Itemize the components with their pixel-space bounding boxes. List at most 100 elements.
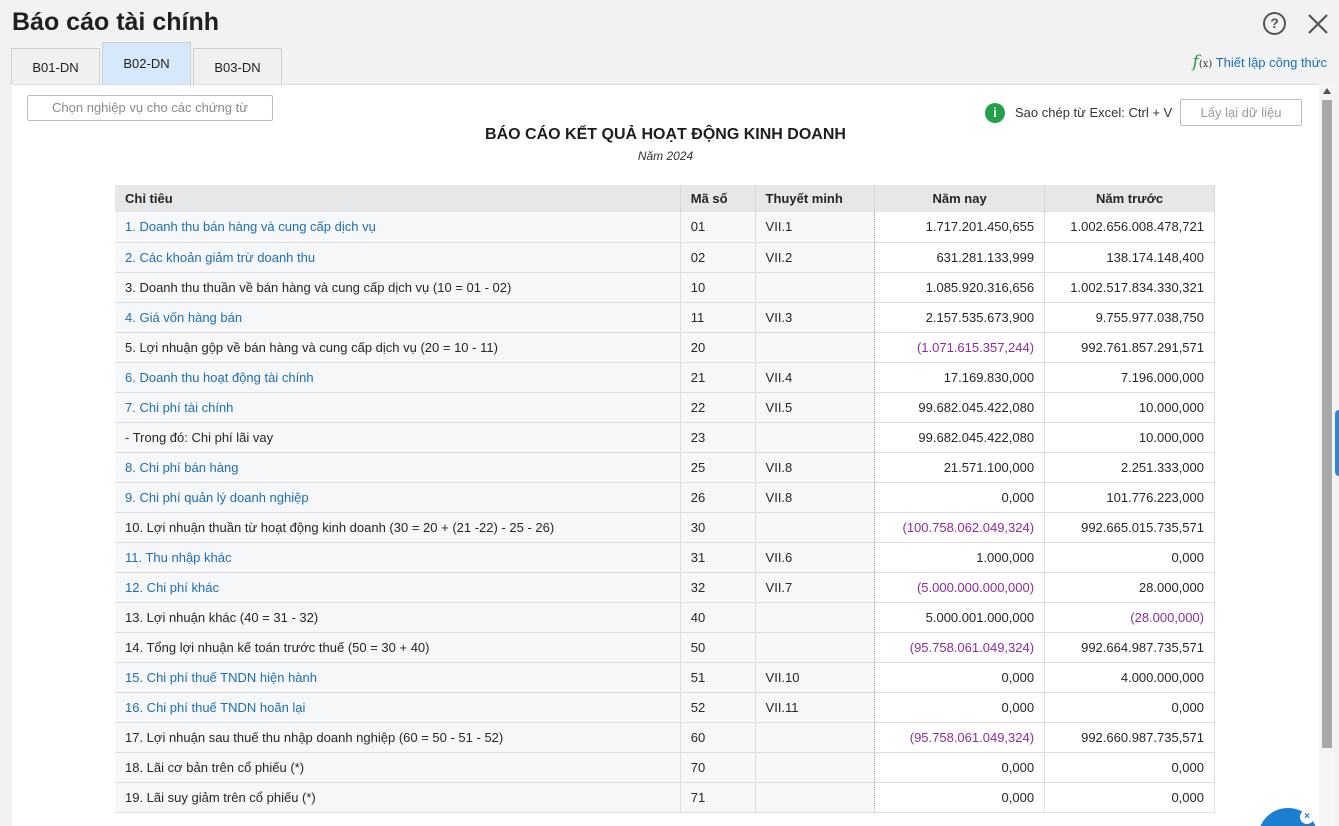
row-code: 52 <box>680 692 756 723</box>
row-previous-year: 9.755.977.038,750 <box>1044 302 1215 333</box>
report-title: BÁO CÁO KẾT QUẢ HOẠT ĐỘNG KINH DOANH <box>485 126 846 143</box>
row-previous-year: 0,000 <box>1044 692 1215 723</box>
table-row: 6. Doanh thu hoạt động tài chính 21 VII.4 1… <box>115 362 1215 393</box>
row-indicator-label[interactable]: 1. Doanh thu bán hàng và cung cấp dịch v… <box>115 212 681 243</box>
table-row: 7. Chi phí tài chính 22 VII.5 99.682.045.42… <box>115 392 1215 423</box>
chat-close-icon[interactable]: × <box>1300 810 1314 824</box>
row-current-year: 2.157.535.673,900 <box>874 302 1046 333</box>
table-row: 3. Doanh thu thuần về bán hàng và cung c… <box>115 272 1215 303</box>
close-icon[interactable] <box>1306 12 1330 36</box>
row-current-year: 0,000 <box>874 782 1046 813</box>
window-title: Báo cáo tài chính <box>12 8 219 36</box>
tab-b02-dn[interactable]: B02-DN <box>102 42 191 84</box>
formula-settings-link[interactable]: f(x) Thiết lập công thức <box>1193 52 1327 72</box>
row-indicator-label[interactable]: 11. Thu nhập khác <box>115 542 681 573</box>
formula-settings-label: Thiết lập công thức <box>1215 55 1327 70</box>
tab-b01-dn[interactable]: B01-DN <box>11 48 100 84</box>
row-code: 22 <box>680 392 756 423</box>
row-indicator-label[interactable]: 8. Chi phí bán hàng <box>115 452 681 483</box>
table-row: 9. Chi phí quản lý doanh nghiệp 26 VII.8 0,… <box>115 482 1215 513</box>
row-indicator-label[interactable]: 4. Giá vốn hàng bán <box>115 302 681 333</box>
table-row: 8. Chi phí bán hàng 25 VII.8 21.571.100,000… <box>115 452 1215 483</box>
reload-data-button[interactable]: Lấy lại dữ liệu <box>1180 99 1302 126</box>
row-note: VII.2 <box>755 242 876 273</box>
row-note: VII.8 <box>755 482 876 513</box>
row-note: VII.10 <box>755 662 876 693</box>
row-current-year: 631.281.133,999 <box>874 242 1046 273</box>
row-note: VII.8 <box>755 452 876 483</box>
row-indicator-label[interactable]: 2. Các khoản giảm trừ doanh thu <box>115 242 681 273</box>
row-previous-year: 1.002.517.834.330,321 <box>1044 272 1215 303</box>
row-code: 10 <box>680 272 756 303</box>
row-indicator-label: 10. Lợi nhuận thuần từ hoạt động kinh do… <box>115 512 681 543</box>
function-icon: f(x) <box>1192 52 1213 72</box>
row-note <box>755 782 876 813</box>
row-previous-year: (28.000,000) <box>1044 602 1215 633</box>
row-code: 40 <box>680 602 756 633</box>
table-header-row: Chỉ tiêu Mã số Thuyết minh Năm nay Năm t… <box>115 185 1215 212</box>
row-code: 31 <box>680 542 756 573</box>
table-row: 15. Chi phí thuế TNDN hiện hành 51 VII.10 0… <box>115 662 1215 693</box>
row-previous-year: 992.761.857.291,571 <box>1044 332 1215 363</box>
row-note: VII.5 <box>755 392 876 423</box>
row-note <box>755 632 876 663</box>
row-indicator-label[interactable]: 9. Chi phí quản lý doanh nghiệp <box>115 482 681 513</box>
help-icon[interactable]: ? <box>1263 12 1286 35</box>
row-note: VII.1 <box>755 212 876 243</box>
row-previous-year: 0,000 <box>1044 542 1215 573</box>
row-current-year: 0,000 <box>874 662 1046 693</box>
table-row: 2. Các khoản giảm trừ doanh thu 02 VII.2 63… <box>115 242 1215 273</box>
table-row: 13. Lợi nhuận khác (40 = 31 - 32) 40 5.000… <box>115 602 1215 633</box>
row-indicator-label[interactable]: 16. Chi phí thuế TNDN hoãn lại <box>115 692 681 723</box>
row-current-year: (100.758.062.049,324) <box>874 512 1046 543</box>
row-indicator-label[interactable]: 15. Chi phí thuế TNDN hiện hành <box>115 662 681 693</box>
row-previous-year: 2.251.333,000 <box>1044 452 1215 483</box>
row-current-year: 17.169.830,000 <box>874 362 1046 393</box>
row-indicator-label[interactable]: 12. Chi phí khác <box>115 572 681 603</box>
row-current-year: 1.085.920.316,656 <box>874 272 1046 303</box>
scroll-up-icon[interactable] <box>1323 88 1331 94</box>
row-note <box>755 752 876 783</box>
row-code: 23 <box>680 422 756 453</box>
row-note <box>755 512 876 543</box>
row-code: 11 <box>680 302 756 333</box>
row-code: 20 <box>680 332 756 363</box>
income-statement-table: Chỉ tiêu Mã số Thuyết minh Năm nay Năm t… <box>115 185 1215 813</box>
row-indicator-label: 17. Lợi nhuận sau thuế thu nhập doanh ng… <box>115 722 681 753</box>
row-note: VII.11 <box>755 692 876 723</box>
row-code: 51 <box>680 662 756 693</box>
row-code: 70 <box>680 752 756 783</box>
col-header-previous-year: Năm trước <box>1044 185 1215 212</box>
row-current-year: 99.682.045.422,080 <box>874 392 1046 423</box>
row-note: VII.6 <box>755 542 876 573</box>
row-indicator-label[interactable]: 7. Chi phí tài chính <box>115 392 681 423</box>
table-row: 11. Thu nhập khác 31 VII.6 1.000,000 0,000 <box>115 542 1215 573</box>
row-indicator-label: 19. Lãi suy giảm trên cổ phiếu (*) <box>115 782 681 813</box>
row-note <box>755 422 876 453</box>
row-note: VII.3 <box>755 302 876 333</box>
row-indicator-label: 5. Lợi nhuận gộp về bán hàng và cung cấp… <box>115 332 681 363</box>
choose-transactions-button[interactable]: Chọn nghiệp vụ cho các chứng từ <box>27 95 273 121</box>
row-indicator-label: 18. Lãi cơ bản trên cổ phiếu (*) <box>115 752 681 783</box>
row-note: VII.4 <box>755 362 876 393</box>
row-current-year: (1.071.615.357,244) <box>874 332 1046 363</box>
row-previous-year: 992.660.987.735,571 <box>1044 722 1215 753</box>
row-note <box>755 332 876 363</box>
row-note <box>755 602 876 633</box>
col-header-code: Mã số <box>680 185 756 212</box>
side-panel-handle[interactable] <box>1335 410 1339 476</box>
row-current-year: 0,000 <box>874 482 1046 513</box>
row-previous-year: 138.174.148,400 <box>1044 242 1215 273</box>
row-indicator-label[interactable]: 6. Doanh thu hoạt động tài chính <box>115 362 681 393</box>
table-row: 17. Lợi nhuận sau thuế thu nhập doanh ng… <box>115 722 1215 753</box>
scrollbar-thumb[interactable] <box>1322 100 1332 748</box>
row-code: 25 <box>680 452 756 483</box>
vertical-scrollbar[interactable] <box>1319 84 1335 826</box>
table-row: 19. Lãi suy giảm trên cổ phiếu (*) 71 0,00… <box>115 782 1215 813</box>
row-current-year: 1.717.201.450,655 <box>874 212 1046 243</box>
row-previous-year: 28.000,000 <box>1044 572 1215 603</box>
table-row: 10. Lợi nhuận thuần từ hoạt động kinh do… <box>115 512 1215 543</box>
row-note <box>755 722 876 753</box>
tab-b03-dn[interactable]: B03-DN <box>193 48 282 84</box>
row-previous-year: 10.000,000 <box>1044 392 1215 423</box>
